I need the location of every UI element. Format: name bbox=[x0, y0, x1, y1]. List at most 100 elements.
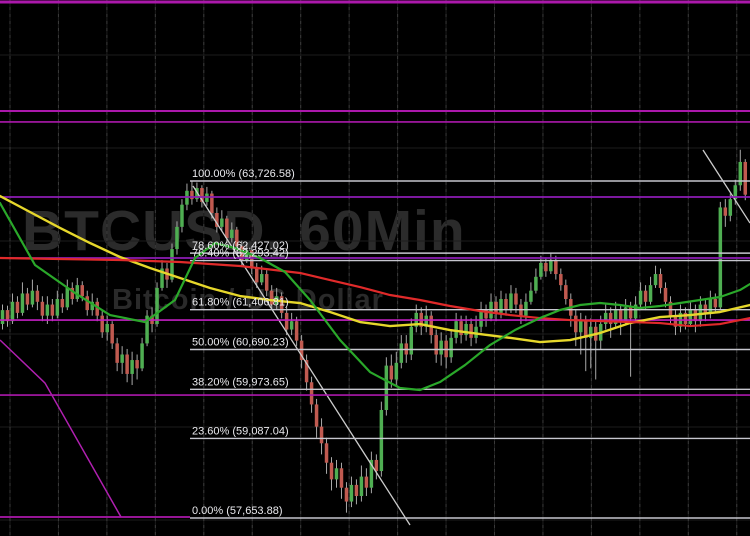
candle-up bbox=[439, 340, 443, 355]
candle-down bbox=[210, 193, 214, 213]
candle-down bbox=[95, 301, 99, 316]
candle-up bbox=[220, 218, 224, 227]
candle-down bbox=[564, 285, 568, 300]
candle-down bbox=[743, 161, 748, 195]
down-trendline-right[interactable] bbox=[702, 149, 750, 224]
candle-down bbox=[668, 301, 673, 316]
candle-up bbox=[708, 299, 713, 313]
candle-down bbox=[135, 360, 139, 369]
candle-down bbox=[299, 340, 304, 361]
candle-up bbox=[140, 343, 144, 369]
candle-down bbox=[703, 304, 708, 313]
candle-down bbox=[459, 321, 463, 336]
candle-down bbox=[608, 312, 613, 324]
candle-down bbox=[374, 459, 379, 472]
candle-down bbox=[40, 301, 45, 316]
candle-down bbox=[683, 312, 688, 324]
candle-down bbox=[190, 190, 194, 200]
candle-up bbox=[384, 365, 389, 411]
down-trendline-main[interactable] bbox=[192, 185, 411, 526]
candle-down bbox=[200, 188, 204, 202]
candle-down bbox=[264, 274, 269, 291]
ma-yellow bbox=[0, 194, 750, 344]
candle-down bbox=[469, 323, 473, 338]
candle-down bbox=[314, 404, 319, 427]
candle-down bbox=[250, 250, 254, 269]
candle-down bbox=[514, 293, 518, 305]
candle-down bbox=[5, 310, 10, 322]
candle-down bbox=[618, 310, 623, 322]
candle-down bbox=[294, 321, 299, 341]
candle-up bbox=[0, 310, 5, 324]
candle-up bbox=[369, 459, 374, 488]
candle-down bbox=[304, 360, 309, 383]
candle-up bbox=[454, 321, 458, 338]
candle-up bbox=[30, 290, 35, 305]
candle-up bbox=[145, 315, 149, 344]
candle-down bbox=[329, 462, 334, 480]
candle-up bbox=[349, 484, 354, 502]
candle-down bbox=[254, 268, 259, 283]
candle-down bbox=[434, 335, 438, 355]
candle-up bbox=[409, 326, 414, 355]
candle-down bbox=[50, 304, 55, 316]
candle-up bbox=[633, 304, 638, 319]
fib-level-label: 23.60% (59,087.04) bbox=[192, 425, 289, 437]
candle-up bbox=[195, 188, 199, 200]
fib-level-label: 100.00% (63,726.58) bbox=[192, 168, 295, 180]
candle-up bbox=[130, 360, 134, 374]
candle-down bbox=[25, 293, 30, 305]
candle-down bbox=[110, 323, 114, 344]
candle-down bbox=[70, 287, 75, 300]
candle-down bbox=[673, 315, 678, 327]
candle-down bbox=[309, 382, 314, 405]
candle-up bbox=[160, 268, 164, 288]
fib-level-label: 38.20% (59,973.65) bbox=[192, 376, 289, 388]
candle-up bbox=[653, 274, 658, 286]
candle-down bbox=[354, 484, 359, 497]
candle-up bbox=[733, 185, 738, 200]
candle-up bbox=[449, 337, 453, 358]
candle-down bbox=[339, 468, 344, 488]
candle-down bbox=[279, 296, 284, 313]
candle-up bbox=[259, 274, 264, 283]
candle-up bbox=[499, 299, 503, 313]
candle-down bbox=[319, 426, 324, 444]
candle-up bbox=[245, 250, 249, 261]
candle-up bbox=[90, 301, 94, 311]
candle-down bbox=[494, 301, 498, 313]
candle-up bbox=[175, 226, 179, 250]
fib-level-label: 50.00% (60,690.23) bbox=[192, 337, 289, 349]
candle-down bbox=[723, 207, 728, 216]
candle-down bbox=[504, 299, 508, 311]
candle-up bbox=[588, 326, 593, 338]
candle-down bbox=[658, 274, 663, 288]
candle-down bbox=[215, 212, 219, 227]
candle-down bbox=[643, 290, 648, 302]
candle-down bbox=[663, 287, 668, 302]
candle-up bbox=[334, 468, 339, 480]
candle-up bbox=[529, 290, 533, 302]
candle-up bbox=[170, 249, 174, 280]
magenta-channel-line[interactable] bbox=[0, 339, 122, 518]
candle-up bbox=[648, 285, 653, 302]
candle-down bbox=[85, 296, 89, 311]
candle-up bbox=[75, 285, 80, 300]
fib-level-label: 0.00% (57,653.88) bbox=[192, 505, 283, 517]
candle-up bbox=[509, 293, 513, 311]
candle-down bbox=[583, 321, 588, 338]
candle-down bbox=[80, 285, 85, 297]
candle-up bbox=[289, 321, 294, 330]
candle-up bbox=[479, 310, 483, 327]
candle-up bbox=[359, 476, 364, 497]
candle-up bbox=[105, 323, 109, 333]
candle-down bbox=[15, 301, 20, 313]
candle-down bbox=[628, 307, 633, 319]
candle-up bbox=[155, 287, 159, 324]
candle-up bbox=[603, 312, 608, 324]
candle-up bbox=[579, 321, 583, 333]
candle-down bbox=[115, 343, 119, 363]
candle-up bbox=[539, 262, 543, 277]
